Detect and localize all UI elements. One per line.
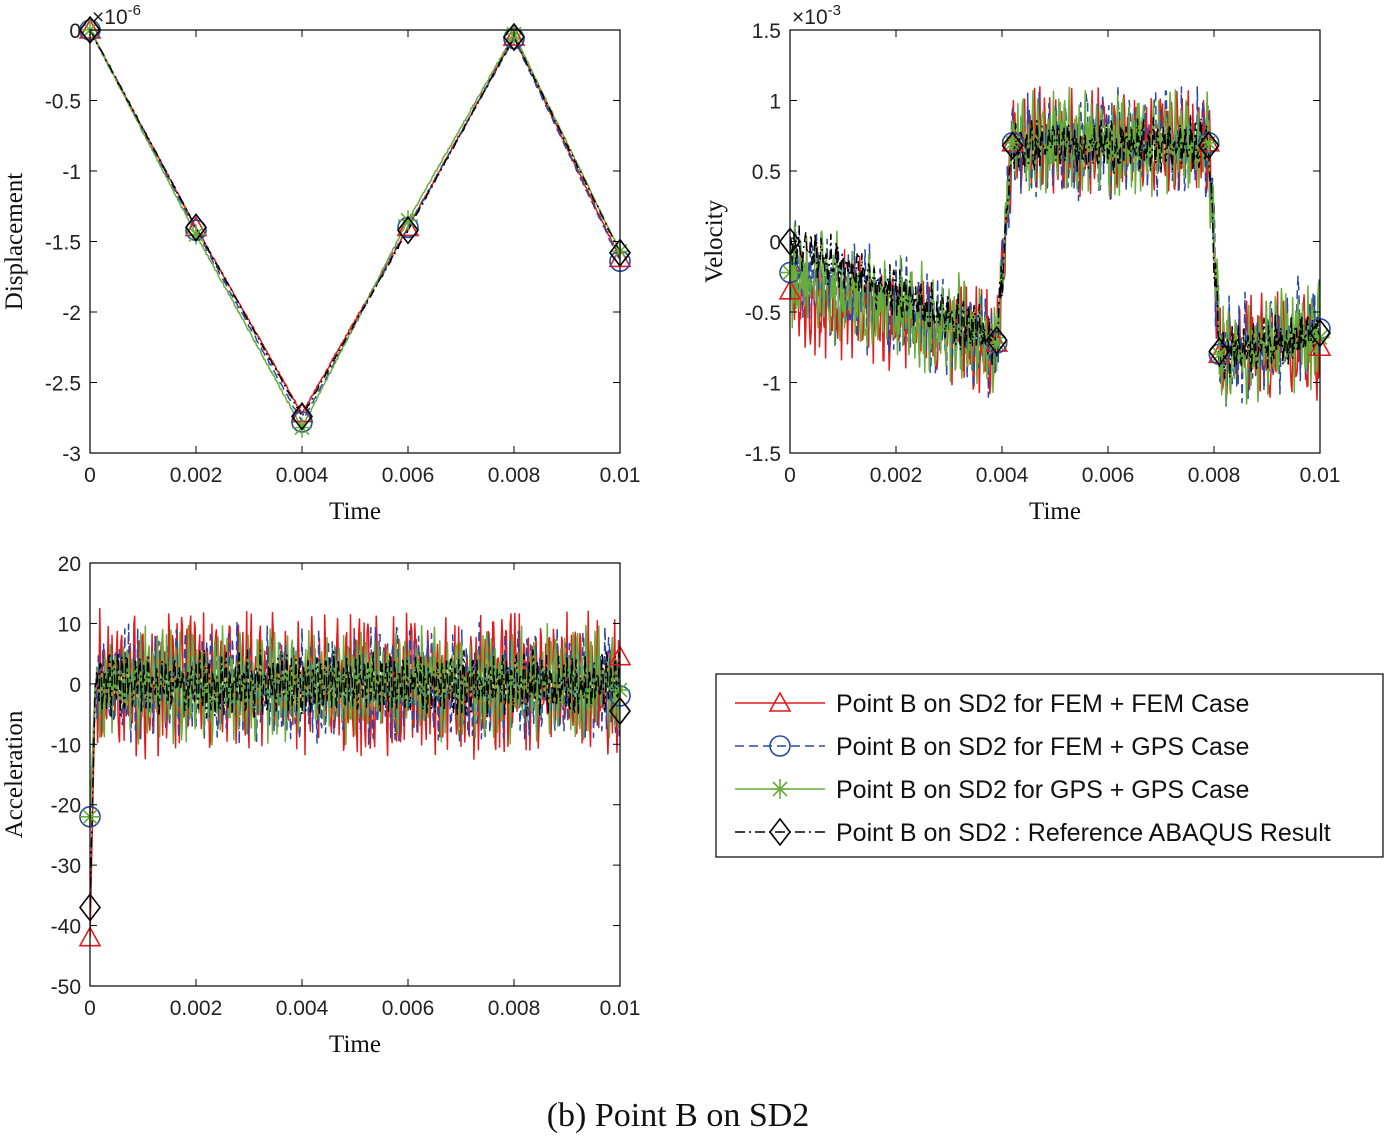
acceleration-xtick-label: 0.01 xyxy=(600,997,641,1020)
velocity-plot-area xyxy=(790,30,1320,453)
displacement-ytick-label: -3 xyxy=(62,443,81,466)
displacement-subplot: 0 0.002 0.004 0.006 0.008 0.01 0 -0.5 -1 -1.5 -2 -2… xyxy=(1,2,640,525)
velocity-marker-diamond xyxy=(1001,131,1024,160)
velocity-ytick-label: 1 xyxy=(769,91,781,114)
legend-label: Point B on SD2 for FEM + GPS Case xyxy=(836,733,1249,761)
velocity-marker-diamond xyxy=(985,325,1008,355)
displacement-marker-diamond xyxy=(502,22,526,52)
velocity-ytick-label: -0.5 xyxy=(745,302,781,325)
acceleration-ytick-label: -20 xyxy=(51,795,81,818)
displacement-xtick-label: 0.002 xyxy=(170,464,223,487)
legend-entry: Point B on SD2 for GPS + GPS Case xyxy=(735,776,1249,804)
acceleration-ylabel: Acceleration xyxy=(1,710,28,838)
displacement-marker-star xyxy=(398,210,418,231)
displacement-ytick-label: -2 xyxy=(62,302,81,325)
legend-marker-star xyxy=(770,779,790,799)
acceleration-line-star xyxy=(90,623,620,817)
acceleration-line-diamond xyxy=(90,649,620,908)
displacement-marker-star xyxy=(292,417,312,438)
acceleration-ytick-label: -50 xyxy=(51,976,81,999)
displacement-xlabel: Time xyxy=(329,498,381,525)
acceleration-line-circle xyxy=(90,621,620,817)
velocity-ytick-label: -1 xyxy=(762,373,781,396)
acceleration-xlabel: Time xyxy=(329,1031,381,1058)
legend-label: Point B on SD2 for GPS + GPS Case xyxy=(836,776,1249,804)
displacement-xtick-label: 0.008 xyxy=(488,464,541,487)
velocity-marker-star xyxy=(986,333,1007,354)
velocity-ylabel: Velocity xyxy=(701,199,728,283)
velocity-marker-star xyxy=(1198,132,1219,153)
displacement-xtick-label: 0.006 xyxy=(382,464,435,487)
velocity-exponent-label: ×10-3 xyxy=(792,2,841,29)
displacement-xtick-label: 0 xyxy=(84,464,96,487)
legend-marker-diamond xyxy=(768,817,792,847)
acceleration-subplot: 0 0.002 0.004 0.006 0.008 0.01 20 10 0 -10 -20 -30 -… xyxy=(1,553,640,1058)
acceleration-xtick-label: 0.006 xyxy=(382,997,435,1020)
legend-entry: Point B on SD2 for FEM + FEM Case xyxy=(735,690,1249,718)
velocity-ytick-label: 1.5 xyxy=(752,20,781,43)
velocity-xtick-label: 0.004 xyxy=(976,464,1029,487)
velocity-line-diamond xyxy=(790,116,1320,380)
displacement-ytick-label: -2.5 xyxy=(45,373,81,396)
legend-marker-circle xyxy=(769,735,791,757)
legend-entry: Point B on SD2 for FEM + GPS Case xyxy=(735,733,1249,761)
velocity-ytick-label: 0 xyxy=(769,232,781,255)
velocity-xtick-label: 0.008 xyxy=(1188,464,1241,487)
velocity-xlabel: Time xyxy=(1029,498,1081,525)
velocity-xtick-label: 0.006 xyxy=(1082,464,1135,487)
figure-caption: (b) Point B on SD2 xyxy=(547,1097,810,1134)
legend-label: Point B on SD2 : Reference ABAQUS Result xyxy=(836,819,1331,847)
displacement-marker-triangle xyxy=(502,25,526,46)
subplots: 0 0.002 0.004 0.006 0.008 0.01 0 -0.5 -1 -1.5 -2 -2… xyxy=(1,2,1340,1058)
legend: Point B on SD2 for FEM + FEM Case Point B… xyxy=(715,673,1384,858)
legend-label: Point B on SD2 for FEM + FEM Case xyxy=(836,690,1249,718)
displacement-plot-area xyxy=(90,30,620,453)
acceleration-axes-box xyxy=(89,562,621,987)
displacement-xtick-label: 0.01 xyxy=(600,464,641,487)
acceleration-xtick-label: 0 xyxy=(84,997,96,1020)
displacement-series-group xyxy=(90,30,620,430)
displacement-ytick-label: -1 xyxy=(62,161,81,184)
acceleration-series-group xyxy=(90,607,620,938)
velocity-marker-diamond xyxy=(1197,131,1220,160)
displacement-exponent-label: ×10-6 xyxy=(92,2,141,29)
acceleration-xtick-label: 0.008 xyxy=(488,997,541,1020)
displacement-marker-diamond xyxy=(290,402,314,431)
velocity-marker-diamond xyxy=(1208,337,1231,366)
acceleration-ytick-label: 20 xyxy=(58,553,81,576)
displacement-ytick-label: 0 xyxy=(69,20,81,43)
legend-entry: Point B on SD2 : Reference ABAQUS Result xyxy=(735,817,1331,847)
velocity-ytick-label: -1.5 xyxy=(745,443,781,466)
acceleration-xtick-label: 0.002 xyxy=(170,997,223,1020)
acceleration-ytick-label: -40 xyxy=(51,916,81,939)
velocity-xtick-label: 0.002 xyxy=(870,464,923,487)
velocity-xtick-label: 0.01 xyxy=(1300,464,1341,487)
velocity-xtick-label: 0 xyxy=(784,464,796,487)
velocity-marker-star xyxy=(1002,132,1023,153)
displacement-ylabel: Displacement xyxy=(1,173,28,311)
displacement-ytick-label: -0.5 xyxy=(45,91,81,114)
acceleration-ytick-label: -30 xyxy=(51,855,81,878)
acceleration-ytick-label: 10 xyxy=(58,613,81,636)
displacement-marker-star xyxy=(186,224,206,245)
legend-marker-triangle xyxy=(768,691,792,712)
velocity-series-group xyxy=(790,86,1320,407)
velocity-marker-star xyxy=(1209,344,1230,365)
acceleration-xtick-label: 0.004 xyxy=(276,997,329,1020)
displacement-marker-diamond xyxy=(184,213,208,242)
displacement-line-diamond xyxy=(90,30,620,418)
acceleration-ytick-label: 0 xyxy=(69,674,81,697)
velocity-line-star xyxy=(790,86,1320,405)
displacement-xtick-label: 0.004 xyxy=(276,464,329,487)
velocity-subplot: 0 0.002 0.004 0.006 0.008 0.01 1.5 1 0.5 0 -0.5 -1 -… xyxy=(701,2,1340,525)
velocity-ytick-label: 0.5 xyxy=(752,161,781,184)
legend-box xyxy=(715,673,1384,858)
acceleration-ytick-label: -10 xyxy=(51,734,81,757)
displacement-ytick-label: -1.5 xyxy=(45,232,81,255)
displacement-marker-diamond xyxy=(396,215,420,245)
